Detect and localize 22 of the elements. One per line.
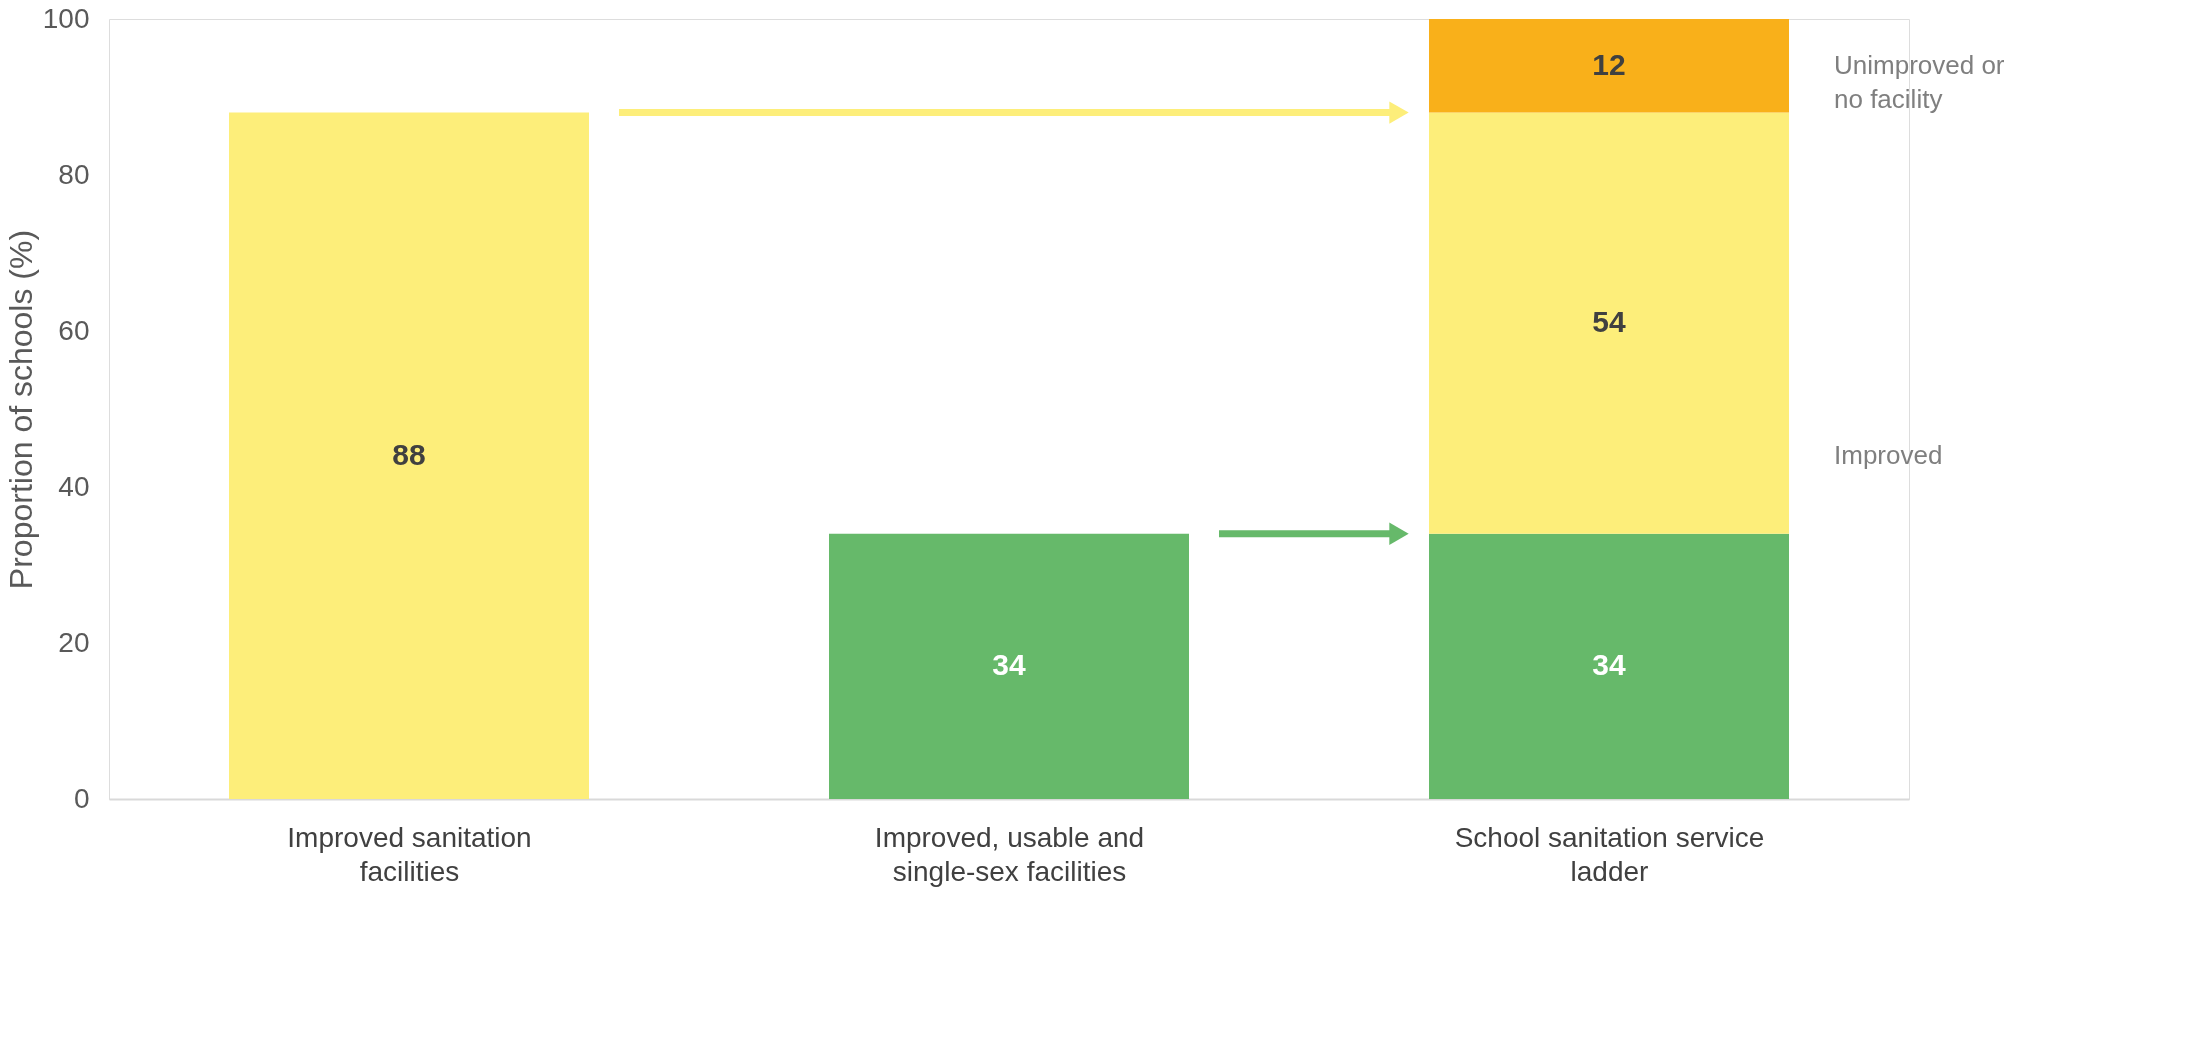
y-tick-label: 0 — [73, 782, 90, 814]
y-tick-label: 80 — [58, 158, 90, 190]
x-tick-label: Improved sanitation facilities — [287, 821, 532, 887]
bar — [1429, 112, 1789, 534]
bar — [229, 112, 589, 799]
x-tick-label: School sanitation service ladder — [1454, 821, 1765, 887]
y-tick-label: 20 — [58, 626, 90, 658]
data-label: 12 — [1592, 47, 1626, 81]
bar — [1429, 19, 1789, 113]
y-tick-label: 40 — [58, 470, 90, 502]
annotation: Unimproved or no facility — [1834, 49, 2005, 114]
y-tick-label: 60 — [58, 314, 90, 346]
bar — [1429, 533, 1789, 799]
x-tick-label: Improved, usable and single-sex facilities — [874, 821, 1145, 887]
y-axis-title: Proportion of schools (%) — [2, 229, 39, 590]
y-tick-label: 100 — [42, 2, 90, 34]
data-label: 34 — [992, 648, 1026, 682]
annotation: Improved — [1834, 439, 1943, 470]
data-label: 88 — [392, 437, 426, 471]
bar — [829, 533, 1189, 799]
data-label: 54 — [1592, 305, 1626, 339]
data-label: 34 — [1592, 648, 1626, 682]
